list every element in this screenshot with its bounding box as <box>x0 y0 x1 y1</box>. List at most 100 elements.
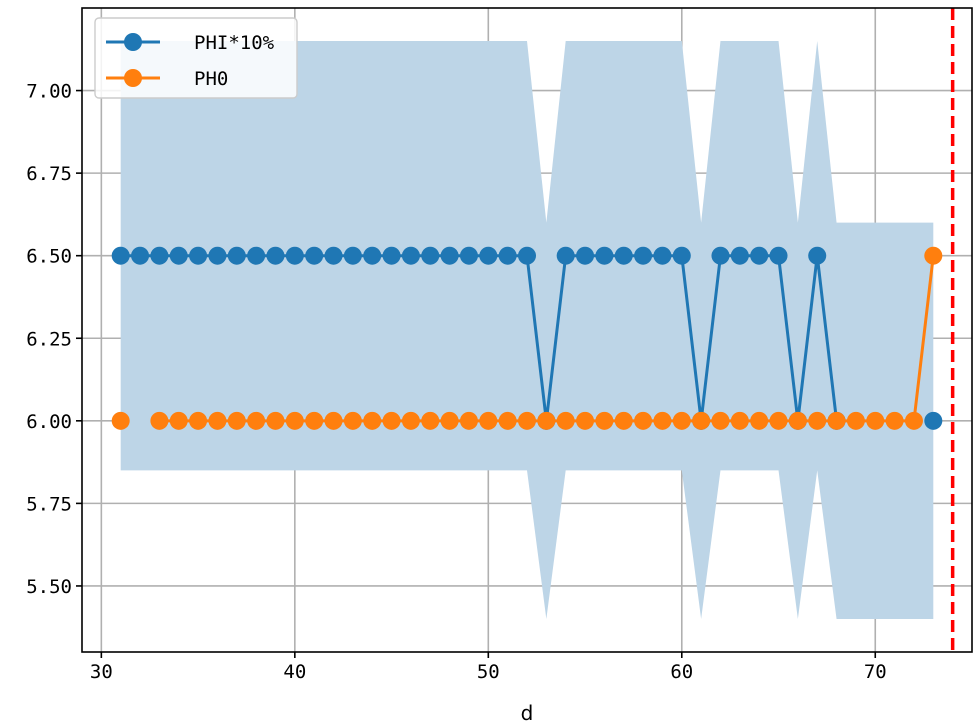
series-point-0-14 <box>382 246 401 265</box>
series-point-1-39 <box>885 411 904 430</box>
series-point-1-16 <box>440 411 459 430</box>
series-point-1-0 <box>111 411 130 430</box>
y-tick-label-6: 7.00 <box>26 81 72 103</box>
x-tick-label-4: 70 <box>864 661 887 683</box>
series-point-0-18 <box>459 246 478 265</box>
series-point-0-10 <box>305 246 324 265</box>
y-tick-label-0: 5.50 <box>26 576 72 598</box>
series-point-1-30 <box>711 411 730 430</box>
series-point-1-9 <box>305 411 324 430</box>
series-point-0-1 <box>131 246 150 265</box>
series-point-0-12 <box>343 246 362 265</box>
plot-frame <box>81 7 973 653</box>
series-point-0-16 <box>421 246 440 265</box>
legend-marker-0 <box>124 33 142 51</box>
series-point-1-41 <box>924 246 943 265</box>
series-point-1-26 <box>634 411 653 430</box>
series-point-0-28 <box>653 246 672 265</box>
series-point-0-5 <box>208 246 227 265</box>
y-tick-label-1: 5.75 <box>26 493 72 515</box>
series-point-0-21 <box>518 246 536 265</box>
series-point-0-29 <box>672 246 691 265</box>
series-point-0-38 <box>924 411 943 430</box>
series-point-1-18 <box>479 411 498 430</box>
series-point-1-36 <box>827 411 846 430</box>
series-point-1-15 <box>421 411 440 430</box>
legend: PHI*10% PH0 <box>94 17 298 99</box>
series-point-0-13 <box>363 246 382 265</box>
series-point-1-3 <box>189 411 208 430</box>
series-point-0-2 <box>150 246 169 265</box>
series-point-1-21 <box>537 411 556 430</box>
series-point-1-12 <box>363 411 382 430</box>
series-point-0-31 <box>711 246 730 265</box>
legend-marker-1 <box>124 69 142 87</box>
series-point-0-7 <box>247 246 266 265</box>
y-tick-label-3: 6.25 <box>26 328 72 350</box>
series-point-1-33 <box>769 411 788 430</box>
series-point-0-26 <box>614 246 633 265</box>
series-point-0-33 <box>750 246 769 265</box>
series-point-0-4 <box>189 246 208 265</box>
series-point-0-19 <box>479 246 498 265</box>
series-point-1-4 <box>208 411 227 430</box>
series-point-1-11 <box>343 411 362 430</box>
x-axis-label: d <box>521 701 534 725</box>
y-tick-label-4: 6.50 <box>26 246 72 268</box>
series-point-1-25 <box>614 411 633 430</box>
series-point-1-6 <box>247 411 266 430</box>
series-point-0-8 <box>266 246 285 265</box>
legend-label-1: PH0 <box>194 68 228 90</box>
series-point-1-32 <box>750 411 769 430</box>
series-point-0-23 <box>556 246 575 265</box>
series-point-1-35 <box>808 411 827 430</box>
series-point-0-24 <box>576 246 595 265</box>
series-point-0-25 <box>595 246 614 265</box>
band-area <box>120 41 934 619</box>
series-point-1-1 <box>150 411 169 430</box>
series-point-1-5 <box>227 411 246 430</box>
series-point-1-8 <box>285 411 304 430</box>
x-tick-label-3: 60 <box>670 661 693 683</box>
confidence-band <box>120 41 934 619</box>
series-point-0-9 <box>285 246 304 265</box>
x-tick-label-1: 40 <box>283 661 306 683</box>
series-point-1-23 <box>576 411 595 430</box>
series-point-0-0 <box>111 246 130 265</box>
series-point-1-31 <box>730 411 749 430</box>
y-tick-label-5: 6.75 <box>26 163 72 185</box>
series-point-0-20 <box>498 246 517 265</box>
legend-label-0: PHI*10% <box>194 32 275 54</box>
series-point-1-14 <box>401 411 420 430</box>
series-point-1-34 <box>788 411 807 430</box>
series-point-0-32 <box>730 246 749 265</box>
series-point-1-2 <box>169 411 188 430</box>
x-tick-label-2: 50 <box>477 661 500 683</box>
series-point-0-34 <box>769 246 788 265</box>
series-point-1-10 <box>324 411 343 430</box>
series-point-1-37 <box>846 411 865 430</box>
y-tick-label-2: 6.00 <box>26 411 72 433</box>
series-point-1-40 <box>904 411 923 430</box>
series-point-1-20 <box>518 411 536 430</box>
axis-ticks: 30 40 50 60 70 5.50 5.75 6.00 6.25 6.50 6.75 7.00 <box>26 81 886 683</box>
series-point-0-11 <box>324 246 343 265</box>
series-point-1-28 <box>672 411 691 430</box>
series-point-1-19 <box>498 411 517 430</box>
series-point-0-15 <box>401 246 420 265</box>
series-point-0-3 <box>169 246 188 265</box>
series-point-1-27 <box>653 411 672 430</box>
series-point-1-24 <box>595 411 614 430</box>
series-0 <box>111 246 943 430</box>
x-tick-label-0: 30 <box>90 661 113 683</box>
series-point-1-13 <box>382 411 401 430</box>
series-point-1-17 <box>459 411 478 430</box>
series-point-1-22 <box>556 411 575 430</box>
series-point-0-6 <box>227 246 246 265</box>
series-1 <box>111 246 943 430</box>
series-point-1-38 <box>866 411 885 430</box>
series-point-1-7 <box>266 411 285 430</box>
series-point-0-36 <box>808 246 827 265</box>
series-layer <box>111 246 943 430</box>
